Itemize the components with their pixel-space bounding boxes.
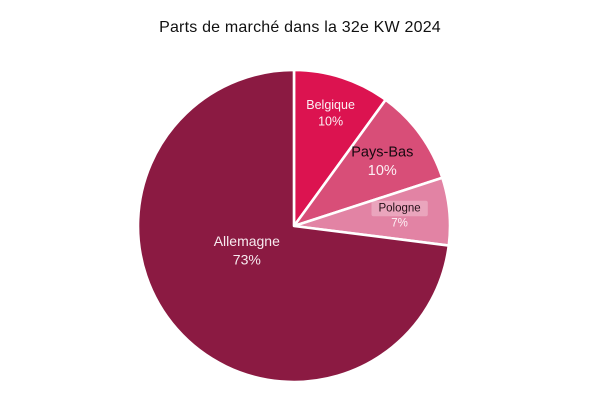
slice-label-allemagne: Allemagne [214,233,280,249]
chart-title: Parts de marché dans la 32e KW 2024 [159,19,441,36]
pie-slice-allemagne[interactable] [136,68,451,384]
slice-value-pologne: 7% [391,218,408,230]
slice-label-pologne: Pologne [378,203,420,215]
slice-value-pays-bas: 10% [368,163,397,179]
slice-value-allemagne: 73% [233,251,261,267]
slice-label-highlight [371,200,428,217]
slice-label-belgique: Belgique [306,98,355,112]
pie-slice-pays-bas[interactable] [292,98,444,228]
slice-value-belgique: 10% [318,114,343,128]
pie-slice-belgique[interactable] [292,68,387,228]
slice-label-pays-bas: Pays-Bas [351,144,413,160]
